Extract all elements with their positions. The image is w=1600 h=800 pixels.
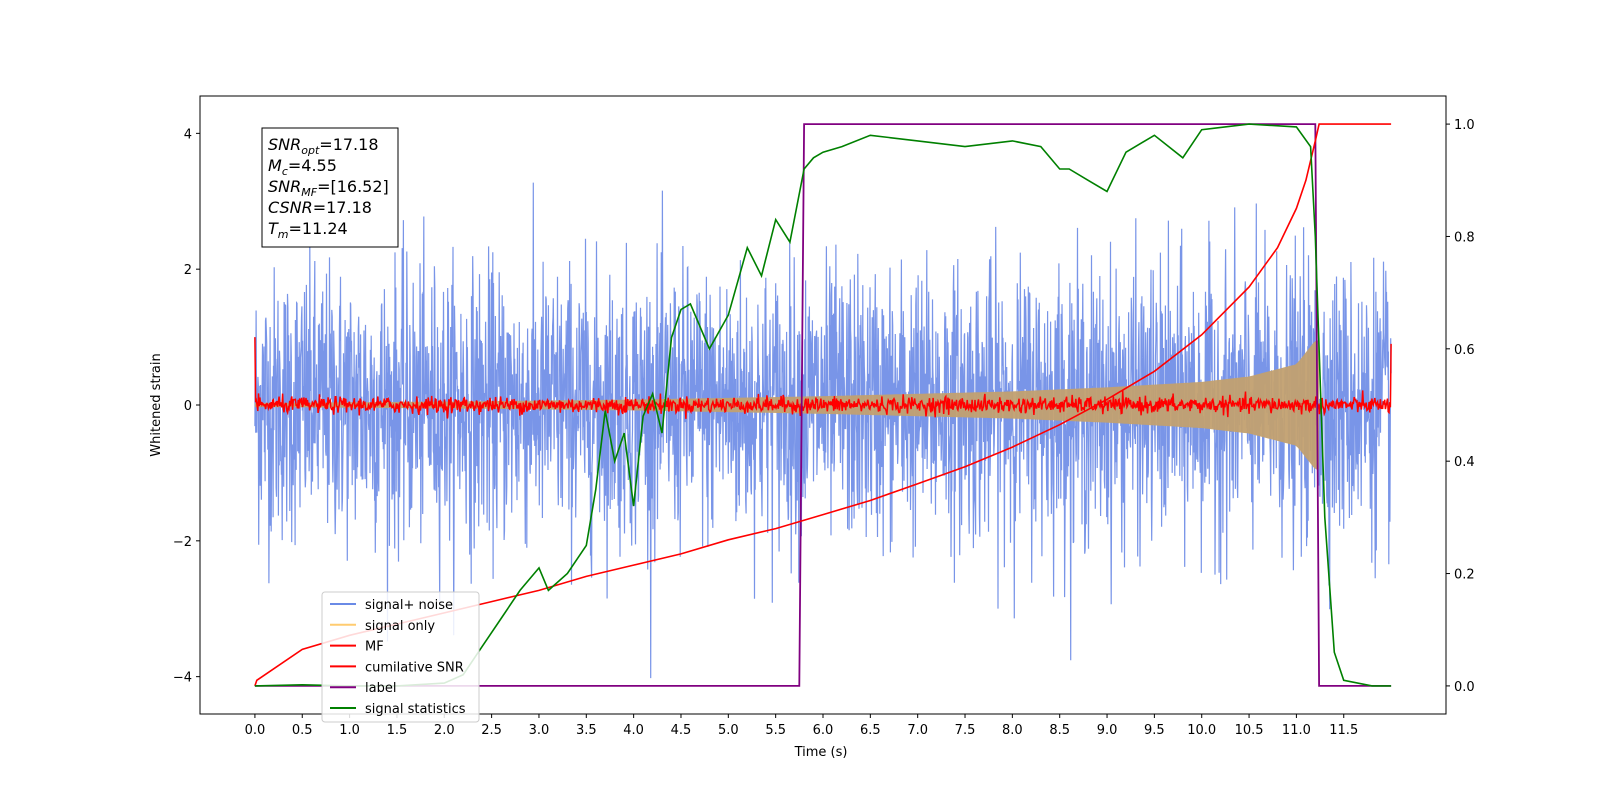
stats-box: SNRopt=17.18Mc=4.55SNRMF=[16.52]CSNR=17.… [261, 127, 399, 248]
x-tick-label: 1.5 [387, 723, 408, 738]
y-right-tick-label: 0.4 [1454, 455, 1475, 470]
series-mf-line [254, 337, 1392, 419]
legend-label: cumilative SNR [365, 660, 464, 675]
x-axis: 0.0 0.5 1.0 1.5 2.0 2.5 3.0 3.5 4.0 4.5 5.0 5.5 6.0 6… [245, 714, 1358, 738]
y-left-tick-label: 4 [184, 127, 192, 142]
stats-value: =11.24 [289, 219, 348, 238]
stats-value: =4.55 [288, 156, 337, 175]
y-right-tick-label: 0.0 [1454, 680, 1475, 695]
legend-frame [321, 591, 480, 723]
series-signal-statistics-line [254, 123, 1392, 687]
x-tick-label: 6.5 [860, 723, 881, 738]
stats-symbol: CSNR [268, 198, 313, 217]
legend-label: label [365, 681, 396, 696]
y-left-tick-label: −4 [173, 671, 192, 686]
stats-value: =17.18 [313, 198, 372, 217]
stats-symbol: SNR [268, 135, 301, 154]
stats-line: Tm=11.24 [268, 219, 348, 241]
series-label-line [254, 123, 1392, 687]
y-axis-right: 0.0 0.2 0.4 0.6 0.8 1.0 [1446, 118, 1475, 695]
y-axis-label: Whitened strain [149, 353, 164, 456]
y-right-tick-label: 0.6 [1454, 343, 1475, 358]
x-tick-label: 5.5 [765, 723, 786, 738]
y-right-tick-label: 1.0 [1454, 118, 1475, 133]
y-left-tick-label: −2 [173, 535, 192, 550]
stats-line: SNRopt=17.18 [268, 135, 379, 157]
stats-symbol: T [268, 219, 279, 238]
legend-label: signal statistics [365, 702, 466, 717]
x-tick-label: 2.0 [434, 723, 455, 738]
stats-subscript: MF [301, 186, 317, 199]
x-tick-label: 7.0 [907, 723, 928, 738]
stats-subscript: c [282, 165, 288, 178]
stats-value: =[16.52] [317, 177, 389, 196]
x-tick-label: 3.0 [529, 723, 550, 738]
y-left-tick-label: 2 [184, 263, 192, 278]
x-tick-label: 0.0 [245, 723, 266, 738]
x-tick-label: 11.0 [1282, 723, 1311, 738]
legend-label: signal+ noise [365, 598, 453, 613]
stats-subscript: opt [301, 144, 320, 157]
x-tick-label: 5.0 [718, 723, 739, 738]
x-tick-label: 10.5 [1235, 723, 1264, 738]
x-tick-label: 4.5 [671, 723, 692, 738]
y-left-tick-label: 0 [184, 399, 192, 414]
x-tick-label: 7.5 [955, 723, 976, 738]
x-tick-label: 4.0 [623, 723, 644, 738]
stats-symbol: SNR [268, 177, 301, 196]
stats-line: SNRMF=[16.52] [268, 177, 389, 199]
y-right-tick-label: 0.2 [1454, 568, 1475, 583]
x-tick-label: 9.5 [1144, 723, 1165, 738]
x-tick-label: 9.0 [1097, 723, 1118, 738]
legend: signal+ noise signal only MF cumilative SNR… [321, 591, 480, 723]
x-tick-label: 2.5 [481, 723, 502, 738]
series-layer [254, 123, 1392, 687]
stats-value: =17.18 [319, 135, 378, 154]
stats-line: Mc=4.55 [268, 156, 337, 178]
y-right-tick-label: 0.8 [1454, 230, 1475, 245]
x-tick-label: 3.5 [576, 723, 597, 738]
x-axis-label: Time (s) [794, 745, 848, 760]
x-tick-label: 8.0 [1002, 723, 1023, 738]
stats-line: CSNR=17.18 [268, 198, 372, 217]
x-tick-label: 1.0 [339, 723, 360, 738]
x-tick-label: 11.5 [1329, 723, 1358, 738]
x-tick-label: 0.5 [292, 723, 313, 738]
legend-label: signal only [365, 619, 435, 634]
stats-symbol: M [268, 156, 282, 175]
x-tick-label: 8.5 [1049, 723, 1070, 738]
y-axis-left: −4 −2 0 2 4 [173, 127, 200, 686]
x-tick-label: 10.0 [1187, 723, 1216, 738]
legend-label: MF [365, 640, 384, 655]
x-tick-label: 6.0 [813, 723, 834, 738]
stats-box-frame [261, 127, 399, 248]
stats-subscript: m [278, 228, 289, 241]
